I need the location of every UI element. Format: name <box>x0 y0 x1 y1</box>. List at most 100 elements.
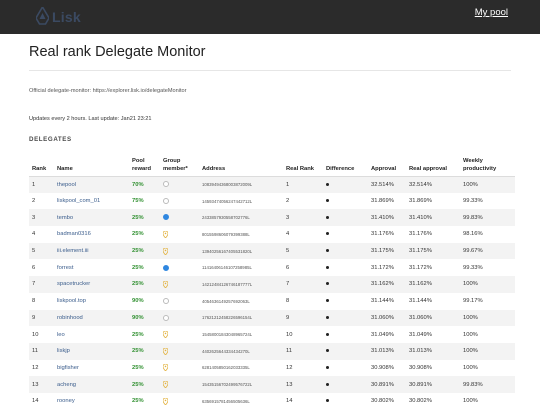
cell-weekly-productivity: 98.16% <box>463 231 483 238</box>
update-status: Updates every 2 hours. Last update: Jan2… <box>29 116 152 122</box>
cell-address: 4402625644334434270L <box>199 342 283 360</box>
delegate-name-link[interactable]: tembo <box>54 209 129 227</box>
cell-difference <box>323 176 368 193</box>
cell-address: 15435156702499576722L <box>199 376 283 393</box>
dot-icon <box>326 282 329 286</box>
col-header-rank[interactable]: Rank <box>29 150 54 177</box>
cell-pool-reward: 70% <box>129 176 160 193</box>
brand-logo[interactable]: Lisk <box>36 6 81 28</box>
table-row[interactable]: 5 iii.element.iii 25% 13940256167405531820L… <box>29 242 515 260</box>
cell-real-approval: 31.175% <box>406 242 460 260</box>
table-row[interactable]: 2 liskpool_com_01 75% 14593474056247442712L… <box>29 193 515 210</box>
location-pin-icon <box>163 331 168 339</box>
table-row[interactable]: 8 liskpool.top 90% 4054636149257692063L 8 31.… <box>29 293 515 310</box>
cell-difference <box>323 376 368 393</box>
cell-weekly-productivity: 99.33% <box>463 264 483 271</box>
table-row[interactable]: 10 leo 25% 15458001843048965724L 10 31.049% 31… <box>29 326 515 343</box>
col-header-weekly-productivity[interactable]: Weekly productivity <box>460 150 515 177</box>
cell-weekly-productivity: 99.67% <box>460 242 515 260</box>
table-row[interactable]: 14 rooney 25% 6356915781456505636L 14 30.802%… <box>29 393 515 405</box>
cell-real-rank: 13 <box>283 376 323 393</box>
top-navbar: Lisk My pool <box>0 0 540 34</box>
table-row[interactable]: 6 forrest 25% 11416406146107258985L 6 31.172%… <box>29 259 515 276</box>
col-header-address[interactable]: Address <box>199 150 283 177</box>
cell-approval: 31.175% <box>368 242 406 260</box>
delegate-name-link[interactable]: leo <box>57 331 65 338</box>
cell-address: 11416406146107258985L <box>202 265 252 271</box>
delegate-name-link[interactable]: bigfisher <box>57 364 79 371</box>
location-pin-icon <box>163 364 168 372</box>
cell-real-approval: 31.176% <box>409 231 432 238</box>
cell-weekly-productivity: 99.83% <box>460 376 515 393</box>
delegate-name-link[interactable]: liskpool_com_01 <box>57 198 101 205</box>
col-header-real-rank[interactable]: Real Rank <box>283 150 323 177</box>
table-row[interactable]: 3 tembo 25% 2433857930558702776L 3 31.410% 31.… <box>29 209 515 227</box>
delegate-name-link[interactable]: iii.element.iii <box>54 242 129 260</box>
cell-difference <box>323 360 368 377</box>
cell-difference <box>323 259 368 276</box>
circle-outline-icon <box>163 181 169 188</box>
cell-weekly-productivity: 100% <box>463 364 478 371</box>
cell-rank: 12 <box>32 364 39 371</box>
delegate-name-link[interactable]: liskjp <box>54 342 129 360</box>
cell-pool-reward: 25% <box>132 231 144 238</box>
cell-real-rank: 6 <box>286 264 290 271</box>
cell-real-rank: 4 <box>286 231 290 238</box>
cell-pool-reward: 25% <box>129 276 160 293</box>
cell-group-member <box>160 226 199 243</box>
location-pin-icon <box>163 397 168 405</box>
delegate-name-link[interactable]: rooney <box>57 398 75 405</box>
cell-difference <box>323 309 368 327</box>
cell-rank: 7 <box>29 276 54 293</box>
logo-text: Lisk <box>52 9 81 25</box>
cell-approval: 30.908% <box>371 364 394 371</box>
cell-real-approval: 31.162% <box>406 276 460 293</box>
cell-real-rank: 11 <box>283 342 323 360</box>
cell-group-member <box>160 276 199 293</box>
col-header-pool-reward[interactable]: Pool reward <box>129 150 160 177</box>
cell-real-approval: 31.172% <box>409 264 432 271</box>
dot-icon <box>326 382 329 386</box>
cell-weekly-productivity: 99.17% <box>463 298 483 305</box>
col-header-approval[interactable]: Approval <box>368 150 406 177</box>
delegate-name-link[interactable]: liskpool.top <box>57 298 87 305</box>
delegate-name-link[interactable]: badman0316 <box>57 231 91 238</box>
col-header-name[interactable]: Name <box>54 150 129 177</box>
table-row[interactable]: 1 thepool 70% 10839494368003872009L 1 32.514%… <box>29 176 515 193</box>
cell-approval: 32.514% <box>368 176 406 193</box>
delegate-name-link[interactable]: thepool <box>54 176 129 193</box>
cell-rank: 1 <box>29 176 54 193</box>
cell-pool-reward: 25% <box>132 364 144 371</box>
cell-real-approval: 31.013% <box>406 342 460 360</box>
table-row[interactable]: 9 robinhood 90% 17621212458226596154L 9 31.06… <box>29 309 515 327</box>
dot-icon <box>326 399 329 403</box>
cell-weekly-productivity: 100% <box>460 342 515 360</box>
table-row[interactable]: 7 spacetrucker 25% 14212484126746187777L 7 31… <box>29 276 515 293</box>
delegate-name-link[interactable]: robinhood <box>54 309 129 327</box>
cell-group-member <box>160 393 199 405</box>
cell-pool-reward: 90% <box>129 309 160 327</box>
col-header-difference[interactable]: Difference <box>323 150 368 177</box>
cell-pool-reward: 25% <box>129 342 160 360</box>
col-header-group-member[interactable]: Group member* <box>160 150 199 177</box>
table-row[interactable]: 11 liskjp 25% 4402625644334434270L 11 31.013%… <box>29 342 515 360</box>
cell-approval: 31.049% <box>371 331 394 338</box>
my-pool-link[interactable]: My pool <box>474 7 508 18</box>
cell-group-member <box>160 242 199 260</box>
cell-approval: 31.162% <box>368 276 406 293</box>
delegate-name-link[interactable]: spacetrucker <box>54 276 129 293</box>
delegate-name-link[interactable]: acheng <box>54 376 129 393</box>
cell-rank: 3 <box>29 209 54 227</box>
table-row[interactable]: 13 acheng 25% 15435156702499576722L 13 30.891… <box>29 376 515 393</box>
table-row[interactable]: 4 badman0316 25% 8015598606079399388L 4 31.17… <box>29 226 515 243</box>
delegate-name-link[interactable]: forrest <box>57 264 74 271</box>
table-row[interactable]: 12 bigfisher 25% 6281405850162033335L 12 30.9… <box>29 360 515 377</box>
cell-pool-reward: 25% <box>129 376 160 393</box>
cell-address: 6281405850162033335L <box>202 365 250 371</box>
cell-address: 14593474056247442712L <box>202 198 253 204</box>
dot-icon <box>326 315 329 319</box>
col-header-real-approval[interactable]: Real approval <box>406 150 460 177</box>
delegates-table: Rank Name Pool reward Group member* Addr… <box>29 150 515 405</box>
cell-address: 14212484126746187777L <box>199 276 283 293</box>
cell-pool-reward: 25% <box>129 209 160 227</box>
